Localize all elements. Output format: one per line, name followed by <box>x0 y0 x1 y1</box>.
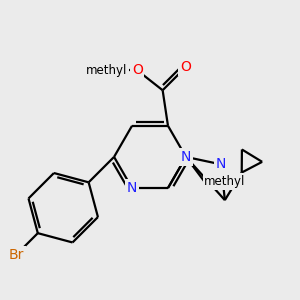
Text: O: O <box>180 60 191 74</box>
Text: Br: Br <box>8 248 24 262</box>
Text: N: N <box>216 158 226 171</box>
Text: N: N <box>127 181 137 195</box>
Text: O: O <box>132 63 142 77</box>
Text: methyl: methyl <box>86 64 127 77</box>
Text: methyl: methyl <box>204 175 246 188</box>
Text: N: N <box>181 150 191 164</box>
